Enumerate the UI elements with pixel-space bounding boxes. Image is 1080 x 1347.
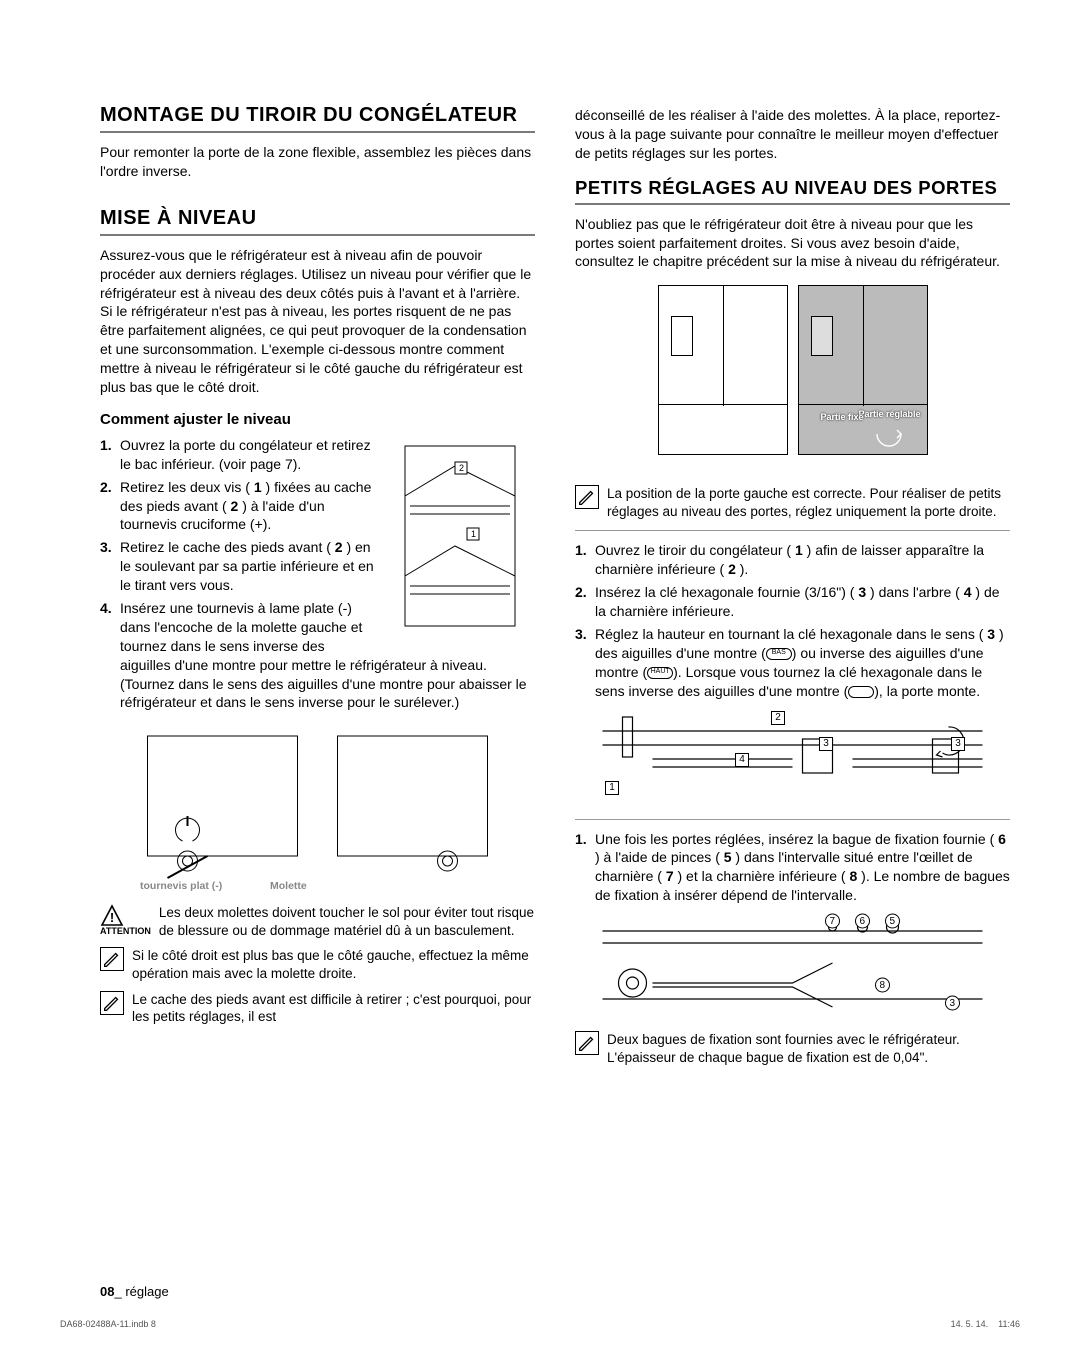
note-rings-text: Deux bagues de fixation sont fournies av… [607, 1031, 1010, 1066]
pencil-icon [575, 485, 599, 509]
blank-icon [848, 686, 874, 698]
callout-3b: 3 [951, 737, 965, 751]
text-mise-a-niveau: Assurez-vous que le réfrigérateur est à … [100, 246, 535, 397]
callout-4: 4 [735, 753, 749, 767]
steps-ajuster: Ouvrez la porte du congélateur et retire… [100, 436, 535, 712]
note-cache-pieds: Le cache des pieds avant est difficile à… [100, 991, 535, 1026]
callout-3a: 3 [819, 737, 833, 751]
note-door-position: La position de la porte gauche est corre… [575, 485, 1010, 520]
svg-text:!: ! [110, 910, 114, 925]
text-petits-reglages: N'oubliez pas que le réfrigérateur doit … [575, 215, 1010, 272]
pencil-icon [100, 991, 124, 1015]
divider [575, 819, 1010, 820]
divider [575, 530, 1010, 531]
svg-text:5: 5 [890, 916, 896, 927]
svg-text:6: 6 [860, 916, 866, 927]
haut-icon: HAUT [647, 667, 673, 679]
figure-leveling: tournevis plat (-) Molette [100, 726, 535, 896]
file-name: DA68-02488A-11.indb 8 [60, 1319, 156, 1329]
steps-ring: Une fois les portes réglées, insérez la … [575, 830, 1010, 906]
svg-text:7: 7 [830, 916, 836, 927]
fridge-outline-right: Partie réglable Partie fixe [798, 285, 928, 455]
left-column: MONTAGE DU TIROIR DU CONGÉLATEUR Pour re… [100, 100, 535, 1074]
two-column-layout: MONTAGE DU TIROIR DU CONGÉLATEUR Pour re… [100, 100, 1010, 1074]
step-ring-1: Une fois les portes réglées, insérez la … [575, 830, 1010, 906]
label-molette: Molette [270, 880, 307, 892]
bas-icon: BAS [766, 648, 792, 660]
steps-hinge: Ouvrez le tiroir du congélateur ( 1 ) af… [575, 541, 1010, 700]
document-page: MONTAGE DU TIROIR DU CONGÉLATEUR Pour re… [0, 0, 1080, 1347]
step-1: Ouvrez la porte du congélateur et retire… [100, 436, 535, 474]
label-partie-fixe: Partie fixe [821, 412, 864, 422]
callout-1: 1 [605, 781, 619, 795]
heading-mise-a-niveau: MISE À NIVEAU [100, 207, 535, 236]
figure-pliers-ring: 7 6 5 8 3 [575, 913, 1010, 1023]
figure-hinge-bottom: 1 2 3 3 4 [575, 709, 1010, 809]
note-rings: Deux bagues de fixation sont fournies av… [575, 1031, 1010, 1066]
heading-petits-reglages: PETITS RÉGLAGES AU NIVEAU DES PORTES [575, 177, 1010, 205]
step-2: Retirez les deux vis ( 1 ) fixées au cac… [100, 478, 535, 535]
page-number: 08 [100, 1284, 114, 1299]
heading-montage: MONTAGE DU TIROIR DU CONGÉLATEUR [100, 104, 535, 133]
fridge-outline-left [658, 285, 788, 455]
timestamp: 14. 5. 14. 11:46 [951, 1319, 1020, 1329]
right-column: déconseillé de les réaliser à l'aide des… [575, 100, 1010, 1074]
note-right-side-text: Si le côté droit est plus bas que le côt… [132, 947, 535, 982]
label-partie-reglable: Partie réglable [858, 410, 920, 420]
step-hinge-1: Ouvrez le tiroir du congélateur ( 1 ) af… [575, 541, 1010, 579]
figure-fridge-pair: Partie réglable Partie fixe [575, 285, 1010, 475]
pencil-icon [575, 1031, 599, 1055]
pencil-icon [100, 947, 124, 971]
note-cache-pieds-text: Le cache des pieds avant est difficile à… [132, 991, 535, 1026]
label-tournevis: tournevis plat (-) [140, 880, 222, 892]
subheading-ajuster: Comment ajuster le niveau [100, 411, 535, 428]
step-hinge-3: Réglez la hauteur en tournant la clé hex… [575, 625, 1010, 701]
note-right-side: Si le côté droit est plus bas que le côt… [100, 947, 535, 982]
page-footer: 08_ réglage [100, 1284, 1010, 1299]
text-overflow: déconseillé de les réaliser à l'aide des… [575, 106, 1010, 163]
svg-text:3: 3 [950, 998, 956, 1009]
step-4: Insérez une tournevis à lame plate (-) d… [100, 599, 535, 712]
svg-text:8: 8 [880, 980, 886, 991]
note-door-position-text: La position de la porte gauche est corre… [607, 485, 1010, 520]
attention-text: Les deux molettes doivent toucher le sol… [159, 904, 535, 939]
section-name: réglage [125, 1284, 168, 1299]
text-montage: Pour remonter la porte de la zone flexib… [100, 143, 535, 181]
attention-label: ATTENTION [100, 926, 151, 938]
step-hinge-2: Insérez la clé hexagonale fournie (3/16"… [575, 583, 1010, 621]
callout-2: 2 [771, 711, 785, 725]
print-meta: DA68-02488A-11.indb 8 14. 5. 14. 11:46 [60, 1319, 1020, 1329]
step-3: Retirez le cache des pieds avant ( 2 ) e… [100, 538, 535, 595]
warning-icon: ! [100, 904, 124, 928]
attention-block: ! ATTENTION Les deux molettes doivent to… [100, 904, 535, 939]
